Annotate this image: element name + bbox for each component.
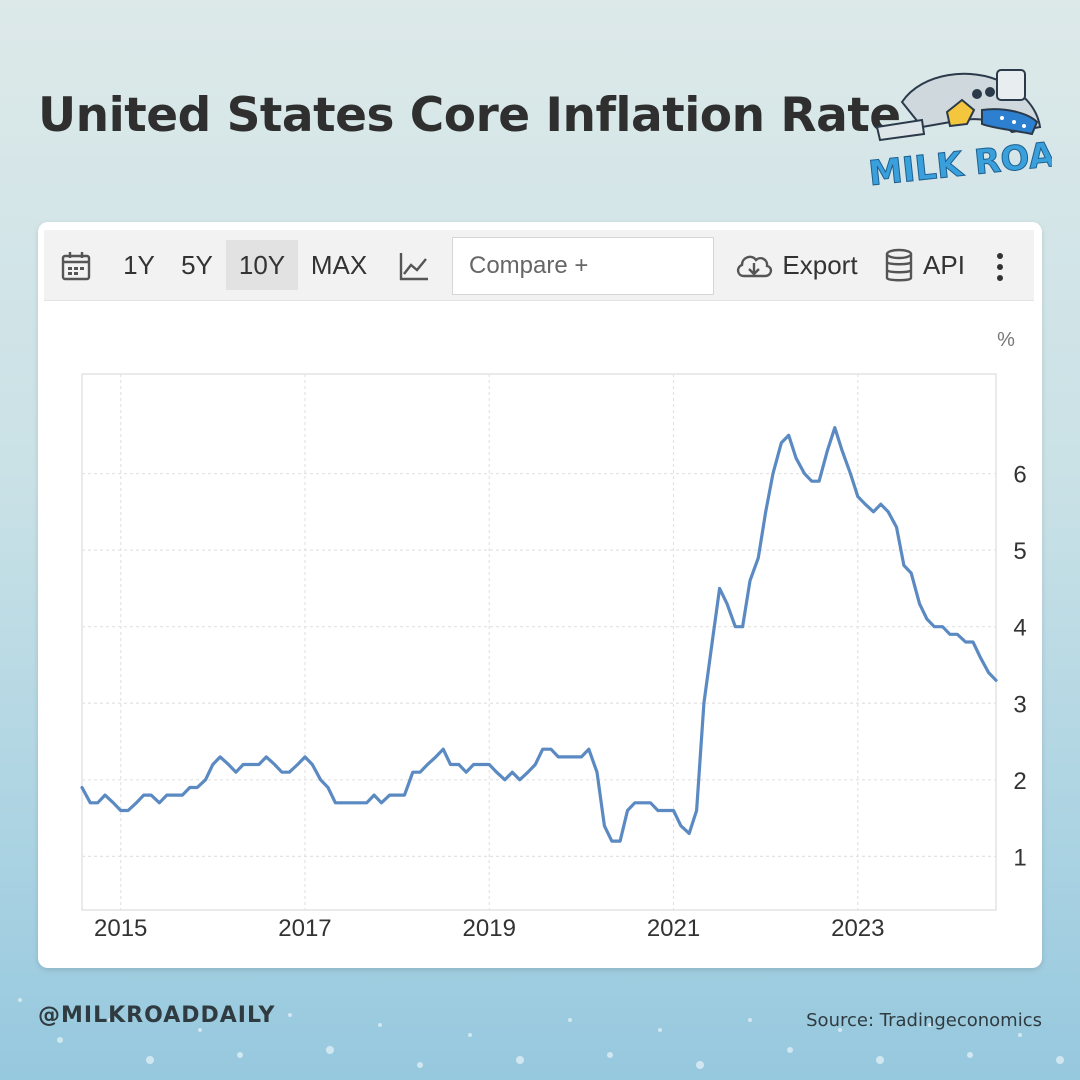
export-button[interactable]: Export [782, 250, 858, 280]
range-1y-button[interactable]: 1Y [123, 250, 155, 280]
line-chart-icon[interactable] [398, 250, 430, 282]
page-title: United States Core Inflation Rate [38, 88, 901, 143]
y-tick-label: 4 [1013, 615, 1026, 642]
vertical-dots-icon[interactable] [994, 252, 1006, 282]
source-note: Source: Tradingeconomics [806, 1010, 1042, 1031]
y-tick-label: 6 [1013, 462, 1026, 489]
logo-text: MILK ROAD [867, 132, 1052, 187]
chart-card: 1Y 5Y 10Y MAX Export API 1 2 3 4 5 6 2015 2017 [38, 222, 1042, 968]
database-icon[interactable] [884, 248, 914, 284]
y-tick-label: 1 [1013, 844, 1026, 871]
y-tick-label: 5 [1013, 538, 1026, 565]
x-tick-label: 2023 [831, 915, 884, 942]
plot-area-border [81, 373, 997, 911]
calendar-icon[interactable] [60, 250, 92, 282]
range-5y-button[interactable]: 5Y [181, 250, 213, 280]
milk-road-logo: MILK ROAD [866, 69, 1052, 187]
compare-input[interactable] [452, 237, 714, 295]
series-line-0 [80, 426, 998, 843]
chart-series [80, 426, 998, 843]
cloud-download-icon[interactable] [734, 250, 774, 282]
chart-grid [82, 374, 996, 910]
range-10y-button[interactable]: 10Y [226, 240, 298, 290]
chart-toolbar: 1Y 5Y 10Y MAX Export API [44, 230, 1034, 301]
range-max-button[interactable]: MAX [310, 250, 368, 280]
y-tick-label: 2 [1013, 768, 1026, 795]
x-tick-label: 2017 [278, 915, 331, 942]
api-button[interactable]: API [923, 250, 965, 280]
chart-axes [81, 373, 997, 911]
x-tick-label: 2021 [647, 915, 700, 942]
x-tick-label: 2015 [94, 915, 147, 942]
social-handle: @MILKROADDAILY [38, 1003, 276, 1028]
x-tick-label: 2019 [463, 915, 516, 942]
y-tick-label: 3 [1013, 691, 1026, 718]
inflation-line-chart: 1 2 3 4 5 6 2015 2017 2019 2021 2023% [80, 329, 1027, 942]
chart-tick-labels: 1 2 3 4 5 6 2015 2017 2019 2021 2023% [94, 329, 1027, 942]
y-unit-label: % [997, 329, 1015, 351]
logo-mascot [875, 69, 1042, 142]
